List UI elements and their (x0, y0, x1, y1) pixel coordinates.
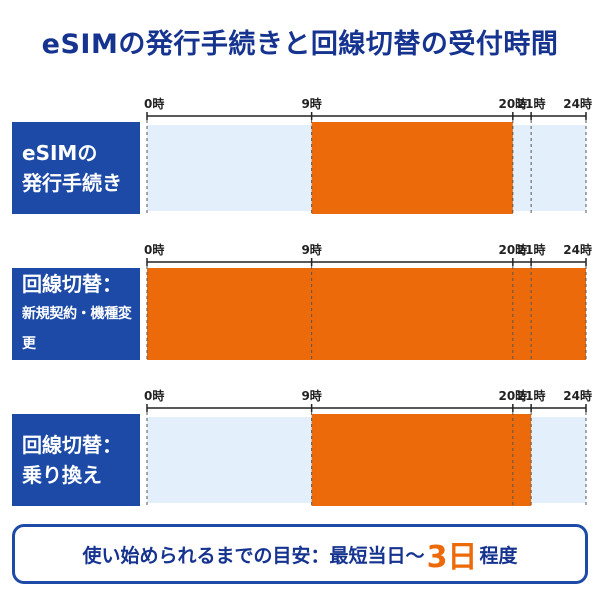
tick-label: 21時 (517, 388, 546, 403)
row-label-line2: 乗り換え (22, 463, 102, 487)
row-label-line2: 発行手続き (22, 171, 122, 195)
page-title: eSIMの発行手続きと回線切替の受付時間 (41, 29, 559, 60)
tick-label: 24時 (563, 96, 592, 111)
tick-label: 24時 (563, 242, 592, 257)
tick-label: 20時 (498, 96, 527, 111)
tick-label: 9時 (301, 388, 321, 403)
tick-label: 0時 (144, 242, 164, 257)
tick-label: 0時 (144, 388, 164, 403)
estimate-suffix: 程度 (479, 544, 518, 567)
tick-label: 20時 (498, 242, 527, 257)
row-label-line-switch-new: 回線切替： 新規契約・機種変更 (12, 268, 140, 360)
tick-label: 9時 (301, 242, 321, 257)
row-label-line1: eSIMの (22, 141, 98, 165)
tick-label: 0時 (144, 96, 164, 111)
row-label-line1: 回線切替： (22, 272, 122, 296)
tick-label: 9時 (301, 96, 321, 111)
estimate-prefix: 使い始められるまでの目安：最短当日～ (82, 544, 425, 567)
tick-label: 21時 (517, 242, 546, 257)
range-bar (311, 414, 532, 506)
estimate-highlight: 3日 (426, 540, 478, 575)
row-label-esim-issue: eSIMの 発行手続き (12, 122, 140, 214)
range-bar (311, 122, 513, 214)
tick-label: 21時 (517, 96, 546, 111)
row-label-line-switch-mnp: 回線切替： 乗り換え (12, 414, 140, 506)
range-bar (147, 268, 586, 360)
row-label-line1: 回線切替： (22, 433, 122, 457)
row-label-line2: 新規契約・機種変更 (22, 306, 132, 352)
estimate-banner: 使い始められるまでの目安：最短当日～ 3日 程度 (12, 524, 588, 584)
tick-label: 24時 (563, 388, 592, 403)
tick-label: 20時 (498, 388, 527, 403)
